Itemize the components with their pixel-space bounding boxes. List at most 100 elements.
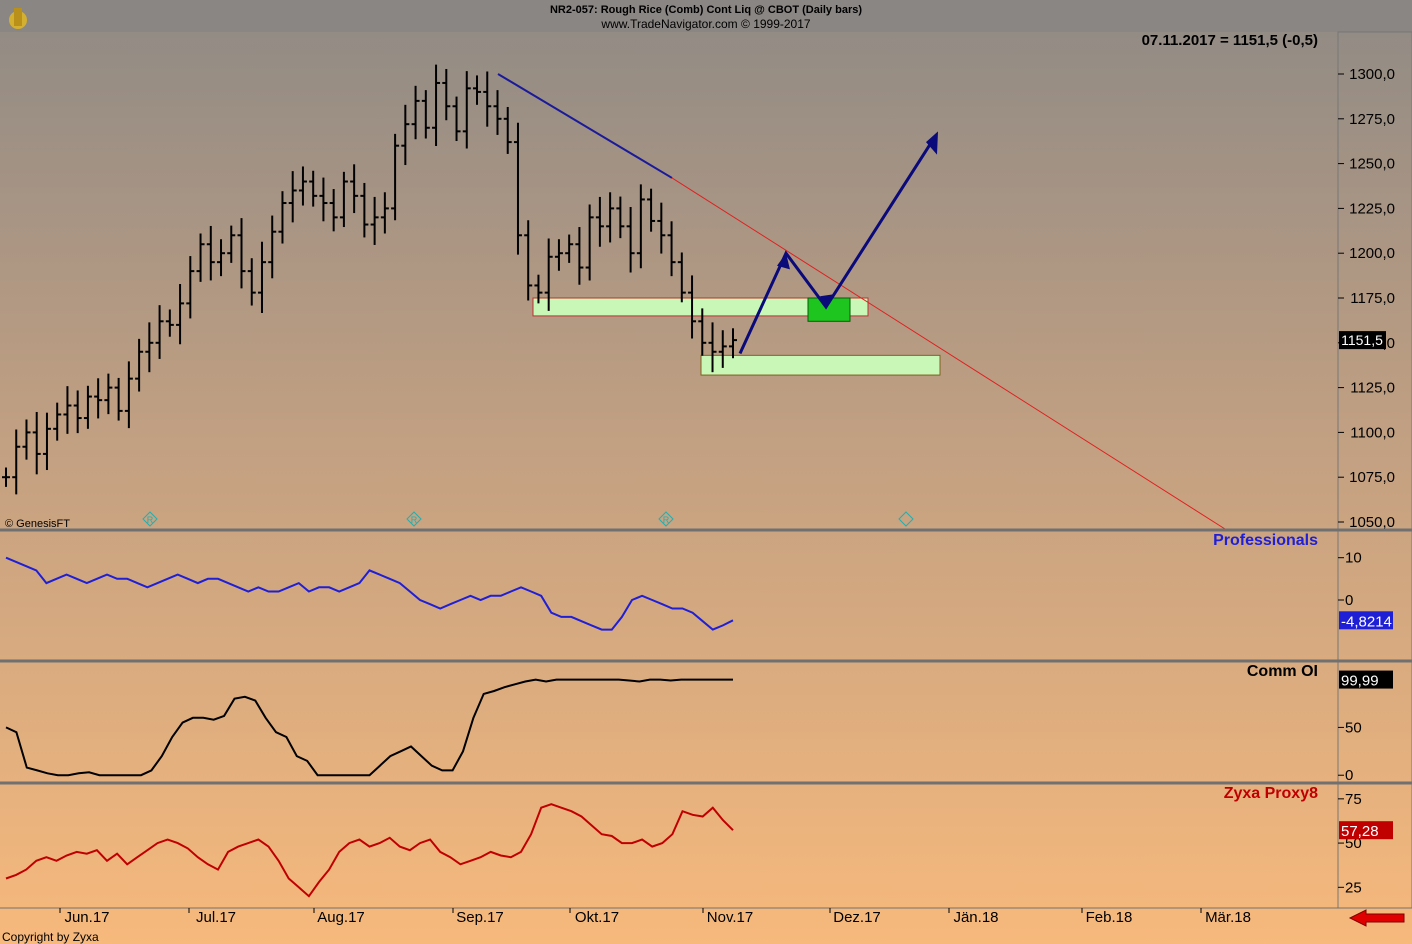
- ohlc-bar: [432, 64, 441, 147]
- x-tick-label: Okt.17: [575, 909, 619, 926]
- x-tick-label: Jän.18: [953, 909, 998, 926]
- ohlc-bar: [657, 202, 666, 254]
- ohlc-bar: [606, 192, 615, 243]
- trendline-extension: [671, 177, 1226, 530]
- ohlc-bar: [227, 225, 236, 263]
- panel-tick-label: 50: [1345, 835, 1362, 852]
- projection-path: [738, 135, 937, 355]
- price-panel: 1300,01275,01250,01225,01200,01175,01150…: [2, 64, 1395, 531]
- ohlc-bar: [257, 241, 266, 314]
- event-marker-icon: R: [658, 511, 674, 527]
- ohlc-bar: [73, 390, 82, 434]
- price-tick-label: 1275,0: [1349, 111, 1395, 128]
- price-bars: [2, 64, 737, 495]
- x-tick-label: Dez.17: [833, 909, 881, 926]
- arrowhead-icon: [820, 294, 833, 307]
- indicator-line: [5, 556, 734, 631]
- ohlc-bar: [483, 71, 492, 127]
- ohlc-bar: [53, 402, 62, 441]
- ohlc-bar: [544, 238, 553, 311]
- ohlc-bar: [421, 90, 430, 139]
- ohlc-bar: [42, 412, 51, 471]
- x-tick-label: Jun.17: [64, 909, 109, 926]
- ohlc-bar: [708, 322, 717, 373]
- ohlc-bar: [165, 309, 174, 337]
- ohlc-bar: [462, 71, 471, 149]
- ohlc-bar: [452, 96, 461, 142]
- ohlc-bar: [237, 218, 246, 289]
- ohlc-bar: [636, 184, 645, 269]
- event-marker-icon: R: [142, 511, 158, 527]
- price-tick-label: 1100,0: [1350, 424, 1395, 441]
- panel-tick-label: 75: [1345, 791, 1362, 808]
- panel-last-box: [1339, 821, 1393, 840]
- header-band: [0, 0, 1412, 32]
- price-zones: [532, 297, 941, 376]
- arrowhead-icon: [926, 131, 938, 155]
- ohlc-bar: [94, 378, 103, 419]
- x-tick-label: Mär.18: [1205, 909, 1251, 926]
- svg-text:R: R: [147, 515, 154, 525]
- ohlc-bar: [524, 220, 533, 301]
- panel-last-label: -4,8214: [1341, 613, 1392, 630]
- scroll-left-arrow-icon[interactable]: [1348, 909, 1405, 927]
- ohlc-bar: [575, 227, 584, 285]
- professionals-panel: Professionals 10 0 -4,8214: [5, 532, 1393, 631]
- chart-subtitle: www.TradeNavigator.com © 1999-2017: [600, 17, 810, 31]
- ohlc-bar: [114, 377, 123, 421]
- panel-tick-label: 0: [1345, 592, 1353, 609]
- ohlc-bar: [411, 85, 420, 140]
- ohlc-bar: [135, 338, 144, 392]
- ohlc-bar: [32, 411, 41, 475]
- ohlc-bar: [309, 170, 318, 207]
- panel-tick-label: 25: [1345, 879, 1362, 896]
- quote-readout: 07.11.2017 = 1151,5 (-0,5): [1142, 32, 1318, 49]
- ohlc-bar: [565, 234, 574, 263]
- ohlc-bar: [12, 429, 21, 495]
- date-x-axis: Jun.17 Jul.17 Aug.17 Sep.17 Okt.17 Nov.17 Dez.…: [59, 908, 1251, 926]
- indicator-line: [5, 803, 734, 898]
- ohlc-bar: [667, 221, 676, 277]
- ohlc-bar: [554, 239, 563, 271]
- ohlc-bar: [473, 75, 482, 105]
- panel-last-box: [1339, 611, 1393, 630]
- x-tick-label: Feb.18: [1086, 909, 1133, 926]
- ohlc-bar: [104, 373, 113, 415]
- ohlc-bar: [83, 385, 92, 429]
- ohlc-bar: [247, 258, 256, 306]
- panel-last-label: 99,99: [1341, 673, 1379, 690]
- ohlc-bar: [145, 322, 154, 373]
- logo-icon: [9, 8, 27, 29]
- ohlc-bar: [647, 188, 656, 232]
- ohlc-bar: [339, 171, 348, 228]
- support-zone: [532, 297, 869, 317]
- ohlc-bar: [626, 206, 635, 273]
- ohlc-bar: [196, 233, 205, 282]
- price-tick-label: 1175,0: [1350, 290, 1395, 307]
- ohlc-bar: [677, 252, 686, 303]
- ohlc-bar: [698, 308, 707, 356]
- panel-tick-label: 10: [1345, 550, 1362, 567]
- panel-last-label: 57,28: [1341, 823, 1379, 840]
- price-tick-label: 1300,0: [1349, 66, 1395, 83]
- x-tick-label: Nov.17: [707, 909, 753, 926]
- ohlc-bar: [298, 166, 307, 206]
- arrowhead-icon: [777, 253, 790, 270]
- genesis-watermark: © GenesisFT: [5, 518, 70, 530]
- price-tick-label: 1225,0: [1349, 200, 1395, 217]
- ohlc-bar: [22, 419, 31, 460]
- ohlc-bar: [288, 171, 297, 223]
- x-tick-label: Jul.17: [196, 909, 236, 926]
- price-last-label: 1151,5: [1341, 332, 1383, 348]
- ohlc-bar: [503, 106, 512, 154]
- ohlc-bar: [217, 239, 226, 277]
- ohlc-bar: [513, 122, 522, 255]
- ohlc-bar: [391, 133, 400, 221]
- down-trendline: [497, 73, 673, 179]
- lower-zone: [700, 354, 941, 376]
- copyright-text: Copyright by Zyxa: [2, 930, 99, 944]
- indicator-line: [5, 678, 733, 777]
- ohlc-bar: [718, 330, 727, 368]
- ohlc-bar: [350, 164, 359, 214]
